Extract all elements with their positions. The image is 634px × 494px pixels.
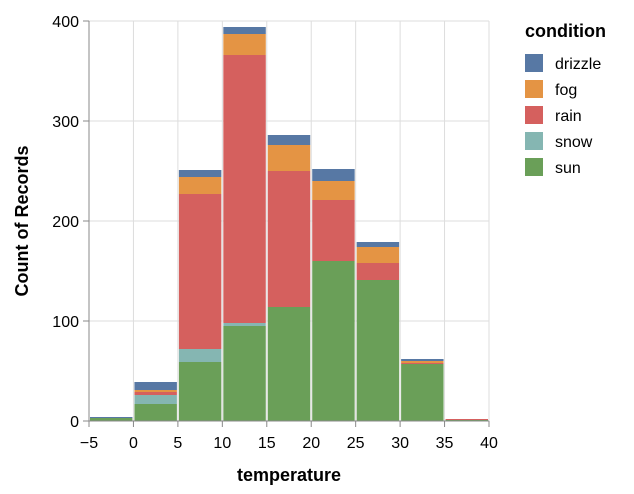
bars <box>90 27 488 421</box>
legend-label-fog: fog <box>555 82 577 99</box>
x-tick-label: 25 <box>347 435 365 452</box>
bar-segment-sun <box>178 362 222 421</box>
bar-segment-rain <box>223 55 266 323</box>
bar-segment-rain <box>312 200 355 261</box>
y-tick-label: 200 <box>52 214 79 231</box>
y-tick-label: 300 <box>52 114 79 131</box>
x-tick-label: 5 <box>173 435 182 452</box>
x-tick-label: −5 <box>80 435 98 452</box>
bar-segment-fog <box>178 177 222 194</box>
bar-segment-drizzle <box>134 382 177 390</box>
x-tick-label: 15 <box>258 435 276 452</box>
bar-segment-fog <box>267 145 311 171</box>
legend-swatch-fog <box>525 80 543 98</box>
x-tick-label: 10 <box>213 435 231 452</box>
bar-segment-rain <box>445 419 488 420</box>
x-tick-label: 20 <box>302 435 320 452</box>
bar-segment-rain <box>134 392 177 395</box>
legend: condition drizzle fog rain snow sun <box>525 21 606 177</box>
y-tick-label: 0 <box>70 414 79 431</box>
bar-segment-rain <box>356 263 400 280</box>
bar-segment-drizzle <box>178 170 222 177</box>
bar-segment-sun <box>223 326 266 421</box>
bar-segment-snow <box>134 395 177 404</box>
legend-title: condition <box>525 21 606 41</box>
x-tick-label: 40 <box>480 435 498 452</box>
legend-swatch-snow <box>525 132 543 150</box>
y-tick-label: 100 <box>52 314 79 331</box>
bar-segment-sun <box>356 280 400 421</box>
x-axis-title: temperature <box>237 465 341 485</box>
bar-segment-drizzle <box>223 27 266 34</box>
bar-segment-fog <box>356 247 400 263</box>
y-axis-ticks: 0 100 200 300 400 <box>52 14 89 431</box>
bar-segment-drizzle <box>401 359 444 361</box>
bar-segment-sun <box>267 307 311 421</box>
x-tick-label: 30 <box>391 435 409 452</box>
bar-segment-snow <box>223 323 266 326</box>
legend-swatch-sun <box>525 158 543 176</box>
bar-segment-fog <box>312 181 355 200</box>
legend-swatch-rain <box>525 106 543 124</box>
bar-segment-sun <box>134 404 177 421</box>
bar-segment-rain <box>401 363 444 364</box>
bar-segment-snow <box>178 349 222 362</box>
bar-segment-fog <box>401 361 444 363</box>
legend-label-drizzle: drizzle <box>555 56 601 73</box>
x-tick-label: 0 <box>129 435 138 452</box>
bar-segment-sun <box>312 261 355 421</box>
bar-segment-drizzle <box>312 169 355 181</box>
x-axis-ticks: −5 0 5 10 15 20 25 30 35 40 <box>80 421 498 452</box>
bar-segment-sun <box>401 364 444 421</box>
y-axis-title: Count of Records <box>12 146 32 297</box>
bar-segment-rain <box>178 194 222 349</box>
bar-segment-fog <box>223 34 266 55</box>
bar-segment-drizzle <box>267 135 311 145</box>
legend-label-rain: rain <box>555 108 582 125</box>
bar-segment-drizzle <box>90 417 133 418</box>
bar-segment-drizzle <box>356 242 400 247</box>
bar-segment-sun <box>90 418 133 421</box>
bar-segment-fog <box>134 390 177 392</box>
legend-label-sun: sun <box>555 160 581 177</box>
y-tick-label: 400 <box>52 14 79 31</box>
bar-segment-rain <box>267 171 311 307</box>
legend-swatch-drizzle <box>525 54 543 72</box>
legend-label-snow: snow <box>555 134 593 151</box>
x-tick-label: 35 <box>436 435 454 452</box>
